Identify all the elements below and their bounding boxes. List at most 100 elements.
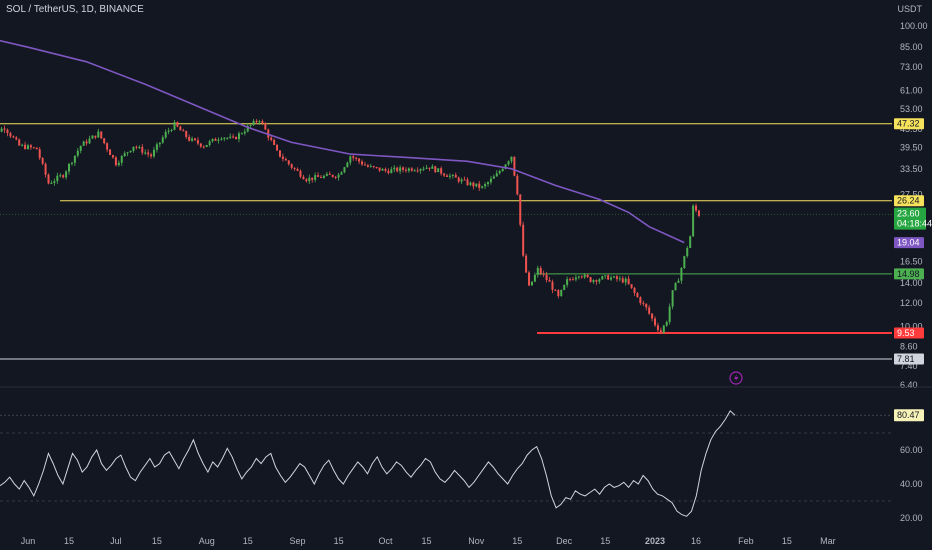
candle-body (571, 279, 574, 281)
candle-body (648, 307, 651, 314)
candle-body (240, 133, 243, 135)
candle-body (220, 138, 223, 140)
candle-body (384, 168, 387, 171)
candle-body (387, 170, 390, 174)
candle-body (152, 149, 155, 157)
level-9-tag: 9.53 (897, 328, 915, 338)
candle-body (79, 145, 82, 151)
candle-body (261, 121, 264, 124)
candle-body (273, 139, 276, 145)
candle-body (592, 280, 595, 282)
candle-body (460, 179, 463, 182)
candle-body (194, 138, 197, 141)
candle-body (50, 182, 53, 184)
candle-body (627, 278, 630, 285)
rsi-value-tag: 80.47 (897, 410, 920, 420)
price-tick-label: 16.50 (900, 256, 923, 266)
candle-body (32, 147, 35, 149)
candle-body (18, 139, 21, 146)
candle-body (205, 144, 208, 147)
candle-body (475, 183, 478, 187)
candle-body (481, 186, 484, 188)
candle-body (337, 174, 340, 178)
candle-body (141, 146, 144, 153)
candle-body (126, 152, 129, 154)
price-tick-label: 6.40 (900, 380, 918, 390)
candle-body (489, 178, 492, 183)
rsi-line (0, 410, 736, 517)
candle-body (396, 167, 399, 172)
candle-body (595, 280, 598, 282)
countdown-tag: 04:18:44 (897, 219, 932, 229)
candle-body (548, 279, 551, 282)
candle-body (472, 182, 475, 187)
candle-body (340, 172, 343, 175)
price-tick-label: 100.00 (900, 21, 928, 31)
candle-body (3, 128, 6, 130)
candle-body (129, 150, 132, 153)
candle-body (501, 168, 504, 172)
candle-body (76, 150, 79, 156)
rsi-tick-label: 20.00 (900, 513, 923, 523)
time-tick-label: 15 (512, 536, 522, 546)
candle-body (135, 146, 138, 148)
candle-body (155, 144, 158, 150)
candle-body (378, 167, 381, 171)
time-tick-label: Sep (290, 536, 306, 546)
candle-body (416, 170, 419, 172)
time-axis: Jun 15 Jul 15 Aug 15 Sep 15 Oct 15 Nov 15 Dec 15 2023 1… (21, 536, 836, 546)
candle-body (624, 278, 627, 283)
candle-body (103, 138, 106, 144)
candle-body (604, 275, 607, 277)
candle-body (686, 247, 689, 257)
candle-body (484, 184, 487, 187)
candle-body (284, 158, 287, 161)
candle-body (170, 129, 173, 131)
candle-body (613, 276, 615, 278)
candle-body (317, 175, 320, 177)
time-tick-label: 15 (152, 536, 162, 546)
candles (0, 118, 700, 335)
candle-body (487, 182, 490, 185)
candle-body (639, 297, 642, 304)
candle-body (513, 156, 516, 176)
level-7-tag-bg (894, 353, 924, 365)
candle-body (583, 274, 586, 278)
last-price-tag-bg (894, 207, 926, 230)
candle-body (563, 284, 566, 290)
candle-body (214, 138, 217, 141)
resistance-47-tag: 47.32 (897, 119, 920, 129)
candle-body (375, 167, 378, 169)
candle-body (507, 161, 510, 165)
candle-body (24, 144, 27, 149)
candle-body (208, 141, 211, 145)
candle-body (528, 272, 531, 286)
candle-body (413, 170, 416, 172)
candle-body (276, 144, 279, 151)
candle-body (0, 128, 3, 132)
price-tick-label: 10.00 (900, 322, 923, 332)
candle-body (15, 137, 18, 140)
candle-body (530, 281, 533, 286)
candle-body (536, 267, 539, 275)
candle-body (381, 168, 384, 171)
candle-body (138, 146, 141, 148)
candle-body (410, 168, 413, 171)
candle-body (270, 137, 273, 140)
candle-body (229, 136, 232, 138)
candle-body (246, 125, 249, 132)
rsi-tick-label: 40.00 (900, 479, 923, 489)
level-14-tag: 14.98 (897, 269, 920, 279)
candle-body (35, 147, 38, 150)
candle-body (305, 179, 308, 182)
candle-body (235, 136, 238, 140)
candle-body (173, 122, 176, 130)
candle-body (258, 121, 261, 123)
candle-body (217, 139, 220, 141)
time-tick-label: 16 (691, 536, 701, 546)
candle-body (328, 173, 331, 175)
candle-body (70, 162, 73, 164)
candle-body (598, 279, 601, 282)
price-tick-label: 85.00 (900, 42, 923, 52)
